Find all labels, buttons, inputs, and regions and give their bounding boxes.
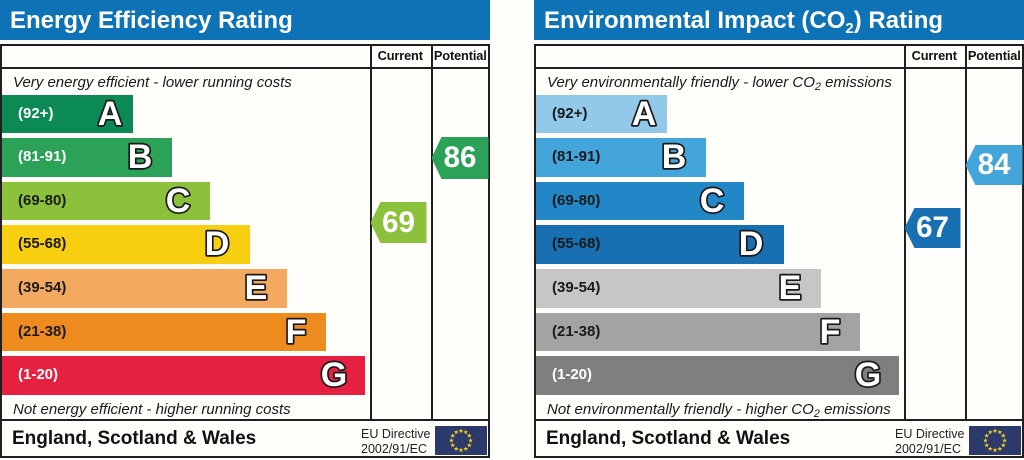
svg-text:E: E bbox=[779, 269, 802, 307]
svg-text:B: B bbox=[662, 138, 687, 176]
svg-text:D: D bbox=[739, 225, 764, 263]
svg-text:G: G bbox=[321, 356, 347, 394]
svg-text:B: B bbox=[128, 138, 153, 176]
svg-text:C: C bbox=[166, 182, 191, 220]
svg-text:F: F bbox=[820, 313, 841, 351]
svg-text:F: F bbox=[286, 313, 307, 351]
svg-text:A: A bbox=[98, 95, 123, 133]
svg-text:A: A bbox=[632, 95, 657, 133]
svg-text:C: C bbox=[700, 182, 725, 220]
svg-text:E: E bbox=[245, 269, 268, 307]
svg-text:D: D bbox=[205, 225, 230, 263]
svg-text:G: G bbox=[855, 356, 881, 394]
